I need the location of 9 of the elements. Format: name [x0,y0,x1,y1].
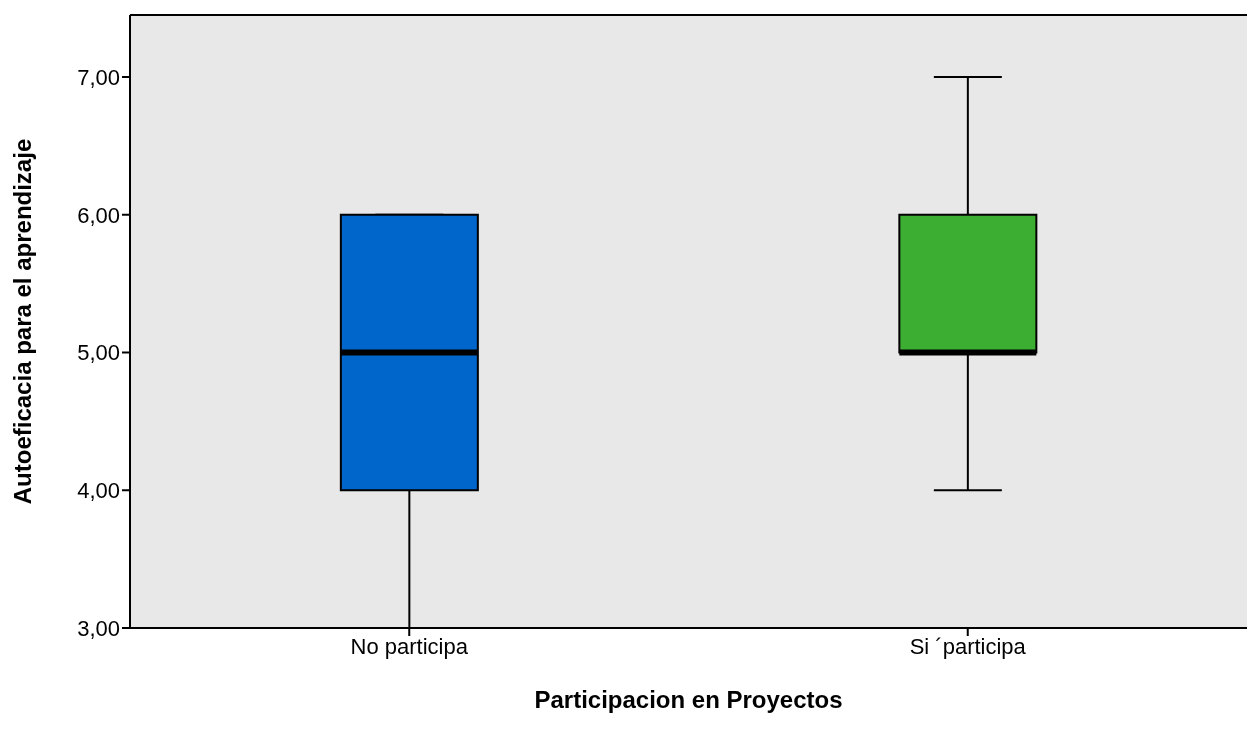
y-tick-label: 6,00 [77,202,120,228]
y-axis-title: Autoeficacia para el aprendizaje [8,138,36,505]
y-tick-label: 7,00 [77,64,120,90]
x-tick-label: No participa [350,633,469,659]
y-tick-label: 4,00 [77,478,120,504]
y-tick-label: 3,00 [77,615,120,641]
y-tick-label: 5,00 [77,340,120,366]
x-tick-label: Si ´participa [909,633,1027,659]
x-axis-title: Participacion en Proyectos [534,686,843,713]
